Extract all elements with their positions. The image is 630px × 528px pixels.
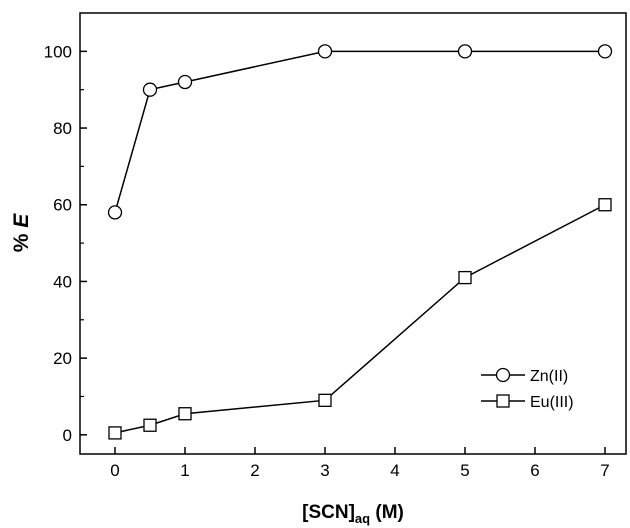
- data-point-zn-ii-3: [317, 44, 333, 59]
- x-axis-title-main: [SCN]: [302, 502, 355, 523]
- y-tick-label-1: 20: [53, 349, 72, 368]
- series-zn-ii: [107, 44, 613, 220]
- legend: Zn(II) Eu(III): [481, 367, 574, 411]
- y-tick-label-5: 100: [44, 42, 72, 61]
- data-point-eu-iii-0: [108, 426, 122, 440]
- data-point-zn-ii-5: [597, 44, 613, 59]
- x-axis-title-subscript: aq: [355, 511, 370, 526]
- x-tick-label-6: 6: [530, 461, 539, 480]
- legend-marker-eu-iii: [496, 394, 510, 408]
- y-tick-label-4: 80: [53, 119, 72, 138]
- y-tick-label-2: 40: [53, 272, 72, 291]
- legend-label-zn-ii: Zn(II): [530, 368, 568, 385]
- data-point-eu-iii-3: [318, 393, 332, 407]
- plot-frame: [79, 12, 627, 455]
- series-layer: [107, 44, 613, 440]
- x-axis-ticks: 0 1 2 3 4 5 6 7: [110, 447, 610, 480]
- data-point-eu-iii-1: [143, 418, 157, 432]
- data-point-eu-iii-5: [598, 198, 612, 212]
- y-tick-label-3: 60: [53, 196, 72, 215]
- y-tick-label-0: 0: [63, 426, 72, 445]
- y-axis-title-prefix: %: [10, 228, 33, 253]
- x-tick-label-7: 7: [600, 461, 609, 480]
- x-tick-label-0: 0: [110, 461, 119, 480]
- x-tick-label-1: 1: [180, 461, 189, 480]
- y-axis-ticks: 0 20 40 60 80 100: [44, 42, 87, 445]
- x-tick-label-3: 3: [320, 461, 329, 480]
- series-eu-iii: [108, 198, 612, 440]
- x-tick-label-5: 5: [460, 461, 469, 480]
- data-point-zn-ii-0: [107, 205, 123, 220]
- x-axis-title-unit: (M): [370, 502, 404, 523]
- x-axis-title: [SCN]aq (M): [302, 502, 404, 526]
- data-point-zn-ii-1: [142, 82, 158, 97]
- legend-label-eu-iii: Eu(III): [530, 394, 574, 411]
- y-axis-title: % E: [10, 213, 33, 253]
- data-point-zn-ii-2: [177, 74, 193, 90]
- data-point-eu-iii-2: [178, 407, 192, 421]
- x-tick-label-4: 4: [390, 461, 399, 480]
- legend-marker-zn-ii: [495, 367, 511, 383]
- data-point-eu-iii-4: [458, 270, 472, 285]
- x-tick-label-2: 2: [250, 461, 259, 480]
- data-point-zn-ii-4: [457, 44, 473, 59]
- series-line-zn-ii: [114, 50, 605, 213]
- y-axis-title-variable: E: [10, 213, 33, 228]
